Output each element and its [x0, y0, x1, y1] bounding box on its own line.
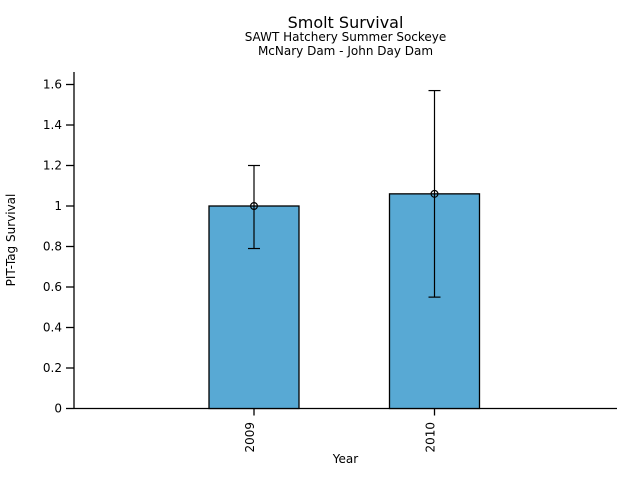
y-tick-label: 0: [54, 402, 62, 416]
y-tick-label: 0.4: [43, 321, 62, 335]
x-tick-label-2010: 2010: [424, 422, 438, 453]
y-tick-label: 1.6: [43, 78, 62, 92]
y-tick-label: 0.8: [43, 240, 62, 254]
x-tick-label-2009: 2009: [243, 422, 257, 453]
y-tick-label: 0.2: [43, 361, 62, 375]
point-marker-2009: [250, 202, 259, 211]
y-axis-label: PIT-Tag Survival: [4, 194, 18, 287]
point-marker-2010: [430, 189, 439, 198]
x-axis-label: Year: [332, 452, 359, 466]
chart-subtitle-line2: McNary Dam - John Day Dam: [257, 44, 434, 58]
y-tick-label: 0.6: [43, 280, 62, 294]
y-tick-label: 1.2: [43, 159, 62, 173]
chart-subtitle-line1: SAWT Hatchery Summer Sockeye: [244, 30, 447, 44]
chart-title: Smolt Survival: [287, 13, 404, 32]
y-tick-label: 1.4: [43, 118, 62, 132]
y-tick-label: 1: [54, 199, 62, 213]
